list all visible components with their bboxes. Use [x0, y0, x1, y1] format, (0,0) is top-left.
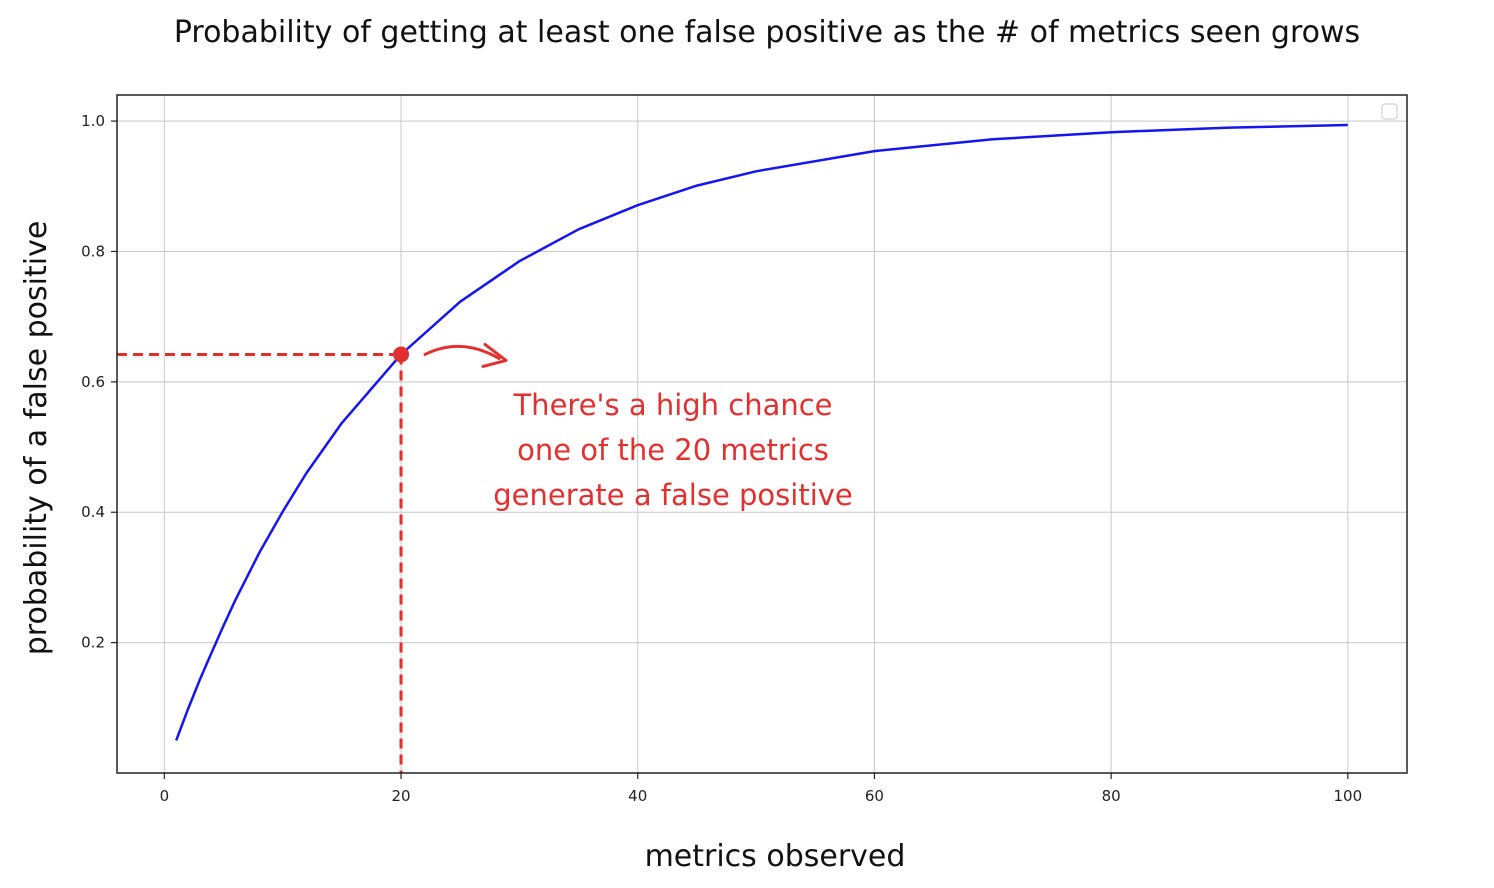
y-tick-label: 1.0 — [81, 112, 105, 130]
chart-title: Probability of getting at least one fals… — [174, 15, 1360, 50]
y-tick-label: 0.8 — [81, 242, 105, 260]
highlight-layer — [117, 342, 508, 773]
x-tick-label: 60 — [865, 787, 884, 805]
x-tick-label: 100 — [1334, 787, 1363, 805]
tick-labels: 0 20 40 60 80 100 0.2 0.4 0.6 0.8 1.0 — [81, 112, 1362, 805]
y-tick-label: 0.4 — [81, 503, 105, 521]
annotation-arrowhead — [481, 342, 508, 368]
annotation-arrow — [423, 344, 501, 360]
x-axis-label: metrics observed — [645, 839, 906, 874]
series-line — [175, 123, 1348, 741]
legend-box — [1381, 103, 1398, 120]
y-tick-label: 0.2 — [81, 634, 105, 652]
x-tick-label: 40 — [628, 787, 647, 805]
y-tick-label: 0.6 — [81, 373, 105, 391]
annotation-line-3: generate a false positive — [493, 478, 853, 512]
x-tick-label: 20 — [391, 787, 410, 805]
x-tick-label: 0 — [160, 787, 170, 805]
series-layer — [175, 123, 1348, 741]
annotation-line-2: one of the 20 metrics — [517, 433, 829, 467]
highlight-point — [393, 346, 410, 363]
annotation-line-1: There's a high chance — [512, 388, 832, 422]
grid-lines — [117, 95, 1407, 773]
plot-frame — [116, 94, 1408, 774]
x-tick-label: 80 — [1102, 787, 1121, 805]
y-axis-label: probability of a false positive — [19, 221, 54, 656]
